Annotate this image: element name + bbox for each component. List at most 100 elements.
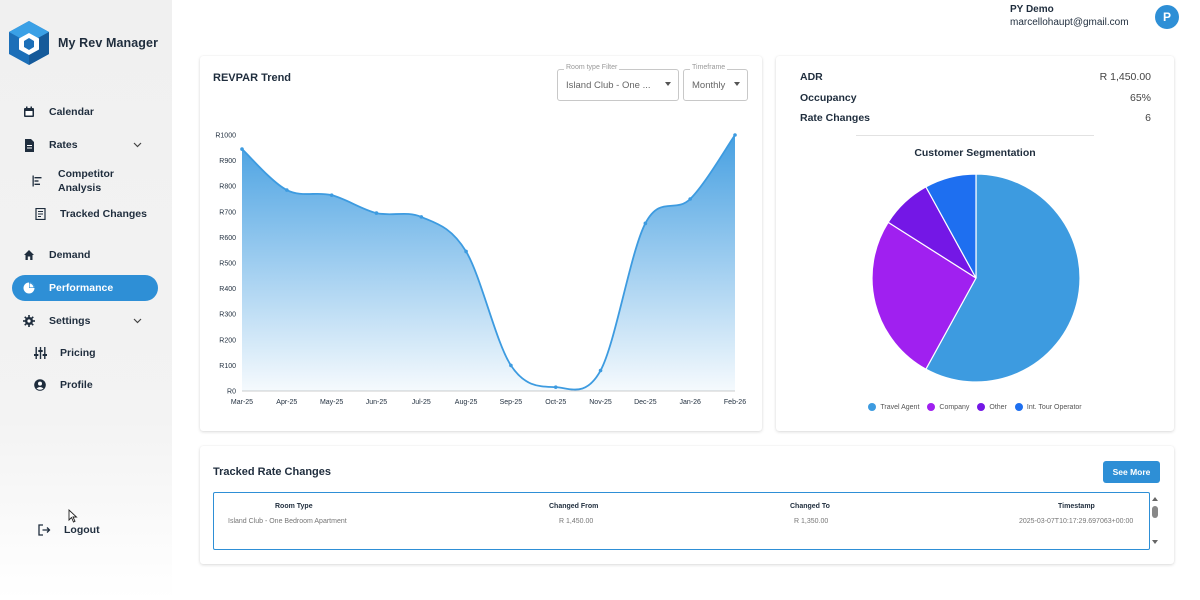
y-tick-label: R900 bbox=[219, 158, 236, 165]
active-item-highlight bbox=[12, 275, 158, 301]
revpar-title: REVPAR Trend bbox=[213, 72, 292, 84]
gear-icon bbox=[22, 314, 36, 328]
x-tick-label: Feb-26 bbox=[724, 399, 746, 406]
x-tick-label: Apr-25 bbox=[276, 399, 297, 406]
sidebar-item-label: Rates bbox=[49, 139, 78, 151]
rate-changes-row: Rate Changes 6 bbox=[800, 112, 1151, 124]
logout-icon bbox=[37, 523, 51, 537]
app-logo[interactable]: My Rev Manager bbox=[8, 20, 158, 66]
legend-label: Company bbox=[939, 403, 970, 411]
timeframe-select[interactable]: Timeframe Monthly bbox=[683, 64, 748, 101]
tracked-title: Tracked Rate Changes bbox=[213, 466, 331, 478]
column-header-changed-to: Changed To bbox=[790, 503, 830, 510]
y-tick-label: R1000 bbox=[215, 133, 236, 140]
legend-label: Other bbox=[989, 403, 1007, 411]
pie-legend: Travel Agent Company Other Int. Tour Operat… bbox=[776, 403, 1174, 411]
x-tick-label: Dec-25 bbox=[634, 399, 657, 406]
user-name: PY Demo bbox=[1010, 4, 1054, 15]
sidebar-item-label: Demand bbox=[49, 249, 91, 261]
mouse-cursor-icon bbox=[68, 509, 78, 523]
pie-chart-icon bbox=[22, 281, 36, 295]
y-tick-label: R100 bbox=[219, 363, 236, 370]
legend-item[interactable]: Company bbox=[927, 403, 969, 411]
sliders-icon bbox=[33, 346, 47, 360]
data-point bbox=[509, 363, 513, 368]
pie-slice-travel-agent bbox=[925, 173, 1081, 383]
rate-changes-label: Rate Changes bbox=[800, 112, 871, 124]
account-icon bbox=[33, 378, 47, 392]
x-tick-label: Jan-26 bbox=[679, 399, 701, 406]
x-tick-label: May-25 bbox=[320, 399, 343, 406]
adr-row: ADR R 1,450.00 bbox=[800, 71, 1151, 83]
y-tick-label: R0 bbox=[227, 389, 236, 396]
caret-down-icon bbox=[665, 82, 671, 86]
data-point bbox=[329, 193, 334, 197]
legend-item[interactable]: Other bbox=[977, 403, 1007, 411]
sidebar-item-label: Competitor Analysis bbox=[58, 168, 114, 194]
sidebar-item-pricing[interactable]: Pricing bbox=[33, 346, 96, 360]
sidebar-item-demand[interactable]: Demand bbox=[22, 248, 90, 262]
app-name: My Rev Manager bbox=[58, 36, 159, 50]
timeframe-value: Monthly bbox=[692, 80, 726, 91]
legend-label: Int. Tour Operator bbox=[1026, 403, 1082, 411]
sidebar-item-settings[interactable]: Settings bbox=[22, 314, 172, 328]
cell-room-type: Island Club - One Bedroom Apartment bbox=[228, 518, 347, 525]
timeframe-legend: Timeframe bbox=[690, 64, 728, 71]
sidebar-item-label: Calendar bbox=[49, 106, 94, 118]
data-point bbox=[643, 221, 648, 226]
x-tick-label: Oct-25 bbox=[545, 399, 566, 406]
revpar-area-fill bbox=[242, 135, 735, 391]
sidebar-item-calendar[interactable]: Calendar bbox=[22, 105, 94, 119]
pie-slice-int-tour-operator bbox=[925, 173, 977, 279]
document-icon bbox=[22, 138, 36, 152]
x-tick-label: Jul-25 bbox=[412, 399, 431, 406]
home-icon bbox=[22, 248, 36, 262]
y-tick-label: R300 bbox=[219, 312, 236, 319]
receipt-icon bbox=[33, 207, 47, 221]
calendar-icon bbox=[22, 105, 36, 119]
y-tick-label: R200 bbox=[219, 337, 236, 344]
legend-swatch bbox=[868, 403, 877, 411]
chevron-down-icon[interactable] bbox=[133, 140, 142, 151]
occupancy-value: 65% bbox=[1129, 92, 1151, 104]
chevron-down-icon[interactable] bbox=[133, 316, 142, 327]
sidebar: My Rev Manager Calendar Rates Competitor… bbox=[0, 0, 172, 600]
data-point bbox=[240, 147, 244, 151]
avatar[interactable]: P bbox=[1155, 5, 1179, 29]
sidebar-item-rates[interactable]: Rates bbox=[22, 138, 172, 152]
legend-swatch bbox=[1014, 403, 1023, 411]
scroll-up-arrow-icon[interactable] bbox=[1152, 497, 1158, 501]
data-point bbox=[464, 249, 468, 254]
pie-slice-company bbox=[871, 221, 977, 370]
caret-down-icon bbox=[734, 82, 740, 86]
legend-swatch bbox=[977, 403, 986, 411]
adr-value: R 1,450.00 bbox=[1099, 71, 1151, 83]
tracked-changes-card bbox=[200, 446, 1174, 564]
see-more-button[interactable]: See More bbox=[1103, 461, 1160, 483]
scrollbar-thumb[interactable] bbox=[1152, 506, 1158, 518]
revpar-area-chart: R0 R100 R200 R300 R400 R500 R600 R700 R800 R900 R1… bbox=[215, 133, 746, 407]
legend-item[interactable]: Travel Agent bbox=[868, 403, 919, 411]
x-tick-label: Nov-25 bbox=[589, 399, 612, 406]
y-tick-label: R800 bbox=[219, 184, 236, 191]
data-point bbox=[733, 133, 737, 137]
sidebar-item-profile[interactable]: Profile bbox=[33, 378, 93, 392]
data-point bbox=[688, 197, 692, 201]
scroll-down-arrow-icon[interactable] bbox=[1152, 540, 1158, 544]
sidebar-item-tracked-changes[interactable]: Tracked Changes bbox=[33, 207, 147, 221]
occupancy-row: Occupancy 65% bbox=[800, 92, 1151, 104]
y-tick-label: R500 bbox=[219, 261, 236, 268]
room-type-filter-select[interactable]: Room type Filter Island Club - One ... bbox=[557, 64, 679, 101]
sidebar-item-performance[interactable]: Performance bbox=[22, 281, 113, 295]
logout-button[interactable]: Logout bbox=[37, 523, 100, 537]
legend-item[interactable]: Int. Tour Operator bbox=[1014, 403, 1082, 411]
adr-label: ADR bbox=[800, 71, 823, 83]
y-tick-label: R600 bbox=[219, 235, 236, 242]
sidebar-item-competitor-analysis[interactable]: Competitor Analysis bbox=[31, 167, 128, 195]
sidebar-item-label: Pricing bbox=[60, 347, 96, 359]
tracked-changes-table: Room Type Changed From Changed To Timest… bbox=[213, 492, 1150, 550]
divider bbox=[856, 135, 1094, 136]
data-point bbox=[374, 211, 379, 215]
x-tick-label: Aug-25 bbox=[455, 399, 478, 406]
x-tick-label: Sep-25 bbox=[500, 399, 523, 406]
